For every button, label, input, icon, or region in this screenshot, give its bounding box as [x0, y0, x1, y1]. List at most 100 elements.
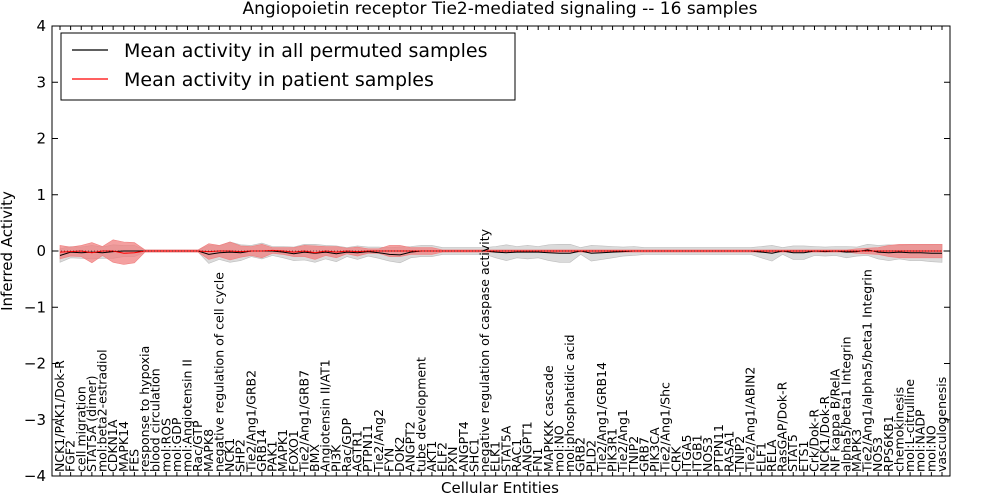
x-tick-label: alpha5/beta1 Integrin: [838, 336, 853, 472]
x-tick-label: negative regulation of cell cycle: [211, 272, 226, 472]
x-tick-label: mol:NADP: [913, 409, 928, 472]
y-axis-label: Inferred Activity: [0, 191, 16, 311]
line-patient: [59, 249, 942, 254]
y-tick-label: 1: [36, 186, 46, 204]
series-lines: [52, 249, 950, 256]
x-tick-label: ANGPT2: [403, 421, 418, 472]
x-tick-label: Tie2/Ang1/GRB7: [296, 370, 311, 473]
x-tick-label: ELF2: [435, 442, 450, 472]
x-tick-label: RPS6KB1: [881, 415, 896, 472]
y-tick-label: 2: [36, 130, 46, 148]
x-tick-label: MAPK1: [275, 429, 290, 472]
x-tick-label: Tie2/Ang1/Shc: [658, 382, 673, 473]
x-tick-label: ITGB1: [690, 434, 705, 472]
x-tick-label: mol:ROS: [158, 418, 173, 472]
x-tick-label: MAPKKK cascade: [541, 365, 556, 472]
x-tick-label: blood circulation: [148, 368, 163, 472]
x-tick-label: Crk/Dok-R: [807, 409, 822, 472]
x-tick-label: TNIP2: [732, 436, 747, 473]
chart-title: Angiopoietin receptor Tie2-mediated sign…: [242, 0, 757, 19]
y-axis-ticks: −4 −3 −2 −1 0 1 2 3 4: [24, 17, 950, 485]
x-tick-label: mol:phosphatidic acid: [562, 334, 577, 472]
x-tick-label: GRB2: [573, 437, 588, 472]
x-tick-label: STAT5A (dimer): [84, 376, 99, 472]
x-tick-label: BMX: [307, 444, 322, 472]
x-tick-label: PXN: [445, 447, 460, 472]
x-tick-label: NCK1/PAK1/Dok-R: [52, 360, 67, 472]
x-tick-label: mol:NO: [923, 425, 938, 472]
x-tick-label: mol:Angiotensin II: [180, 359, 195, 472]
x-tick-label: Rac/GTP: [190, 420, 205, 472]
x-tick-label: GRB14: [254, 429, 269, 472]
x-tick-label: mol:L-citrulline: [902, 379, 917, 472]
legend-label-patient: Mean activity in patient samples: [124, 69, 434, 91]
x-tick-label: DOK2: [392, 436, 407, 472]
x-tick-label: response to hypoxia: [137, 346, 152, 472]
x-tick-label: TNIP2: [626, 436, 641, 473]
x-tick-label: cell migration: [73, 386, 88, 472]
x-tick-label: ANGPT4: [456, 421, 471, 472]
x-tick-label: ELF1: [753, 442, 768, 472]
x-tick-label: RasGAP/Dok-R: [775, 381, 790, 472]
x-tick-label: Tie2/Ang1/alpha5/beta1 Integrin: [860, 269, 875, 473]
x-tick-label: FOXO1: [286, 430, 301, 472]
x-tick-label: mol:GDP: [169, 417, 184, 472]
x-tick-label: SHC1: [466, 438, 481, 472]
x-tick-label: PIK3R1: [605, 428, 620, 472]
x-tick-label: Rac/GDP: [339, 418, 354, 472]
x-tick-label: MAPK3: [849, 429, 864, 472]
x-tick-label: negative regulation of caspase activity: [477, 228, 492, 472]
x-tick-label: NOS3: [870, 437, 885, 472]
x-tick-label: ELK1: [488, 441, 503, 472]
x-tick-label: mol:NO: [551, 425, 566, 472]
x-tick-label: PIK3CA: [647, 427, 662, 472]
x-tick-label: GRB7: [637, 437, 652, 472]
y-tick-label: −1: [24, 298, 46, 316]
y-tick-label: −4: [24, 467, 46, 485]
x-tick-label: ETS1: [796, 441, 811, 472]
x-tick-label: vasculogenesis: [934, 377, 949, 472]
x-tick-label: Angiotensin II/AT1: [318, 359, 333, 472]
x-axis-label: Cellular Entities: [441, 479, 559, 497]
x-tick-label: CDKN1A: [105, 419, 120, 472]
x-tick-label: NF kappa B/RelA: [828, 368, 843, 472]
x-tick-label: mol:beta2-estradiol: [95, 349, 110, 472]
x-tick-label: RAC1: [509, 439, 524, 472]
x-tick-label: chemokinesis: [892, 387, 907, 472]
x-tick-label: FES: [126, 449, 141, 472]
x-tick-label: tube development: [413, 357, 428, 472]
x-tick-label: ITGA5: [679, 434, 694, 472]
x-tick-label: FN1: [530, 448, 545, 473]
x-tick-label: Tie2/Ang1/GRB14: [594, 362, 609, 473]
legend-label-permuted: Mean activity in all permuted samples: [124, 40, 487, 62]
x-tick-label: AGTR1: [350, 430, 365, 472]
x-tick-label: STAT5A: [498, 425, 513, 472]
x-tick-label: RASA1: [722, 431, 737, 472]
x-tick-label: SHP2: [233, 439, 248, 472]
x-tick-label: Tie2/Ang1/ABIN2: [743, 367, 758, 473]
x-tick-label: NOS3: [700, 437, 715, 472]
legend: Mean activity in all permuted samples Me…: [60, 32, 516, 101]
x-tick-label: ANGPT1: [520, 421, 535, 472]
x-tick-label: FYN: [381, 448, 396, 472]
x-tick-label: PTPN11: [711, 424, 726, 472]
x-tick-label: FGF2: [63, 440, 78, 472]
x-tick-label: PAK1: [265, 441, 280, 472]
y-tick-label: 3: [36, 73, 46, 91]
legend-box: [60, 32, 516, 101]
x-tick-label: RELA: [764, 439, 779, 472]
y-tick-label: −3: [24, 411, 46, 429]
x-tick-label: PTPN11: [360, 424, 375, 472]
y-tick-label: 4: [36, 17, 46, 35]
x-tick-label: MAPK8: [201, 429, 216, 472]
x-tick-label: NCK1: [222, 438, 237, 472]
y-tick-label: 0: [36, 242, 46, 260]
x-tick-label: PI3K: [328, 444, 343, 472]
x-tick-label: Tie2/Ang1/GRB2: [243, 370, 258, 473]
x-tick-label: PLD2: [583, 440, 598, 472]
x-tick-label: CRK: [668, 446, 683, 472]
x-tick-label: Tie2/Ang1: [615, 409, 630, 473]
y-tick-label: −2: [24, 355, 46, 373]
